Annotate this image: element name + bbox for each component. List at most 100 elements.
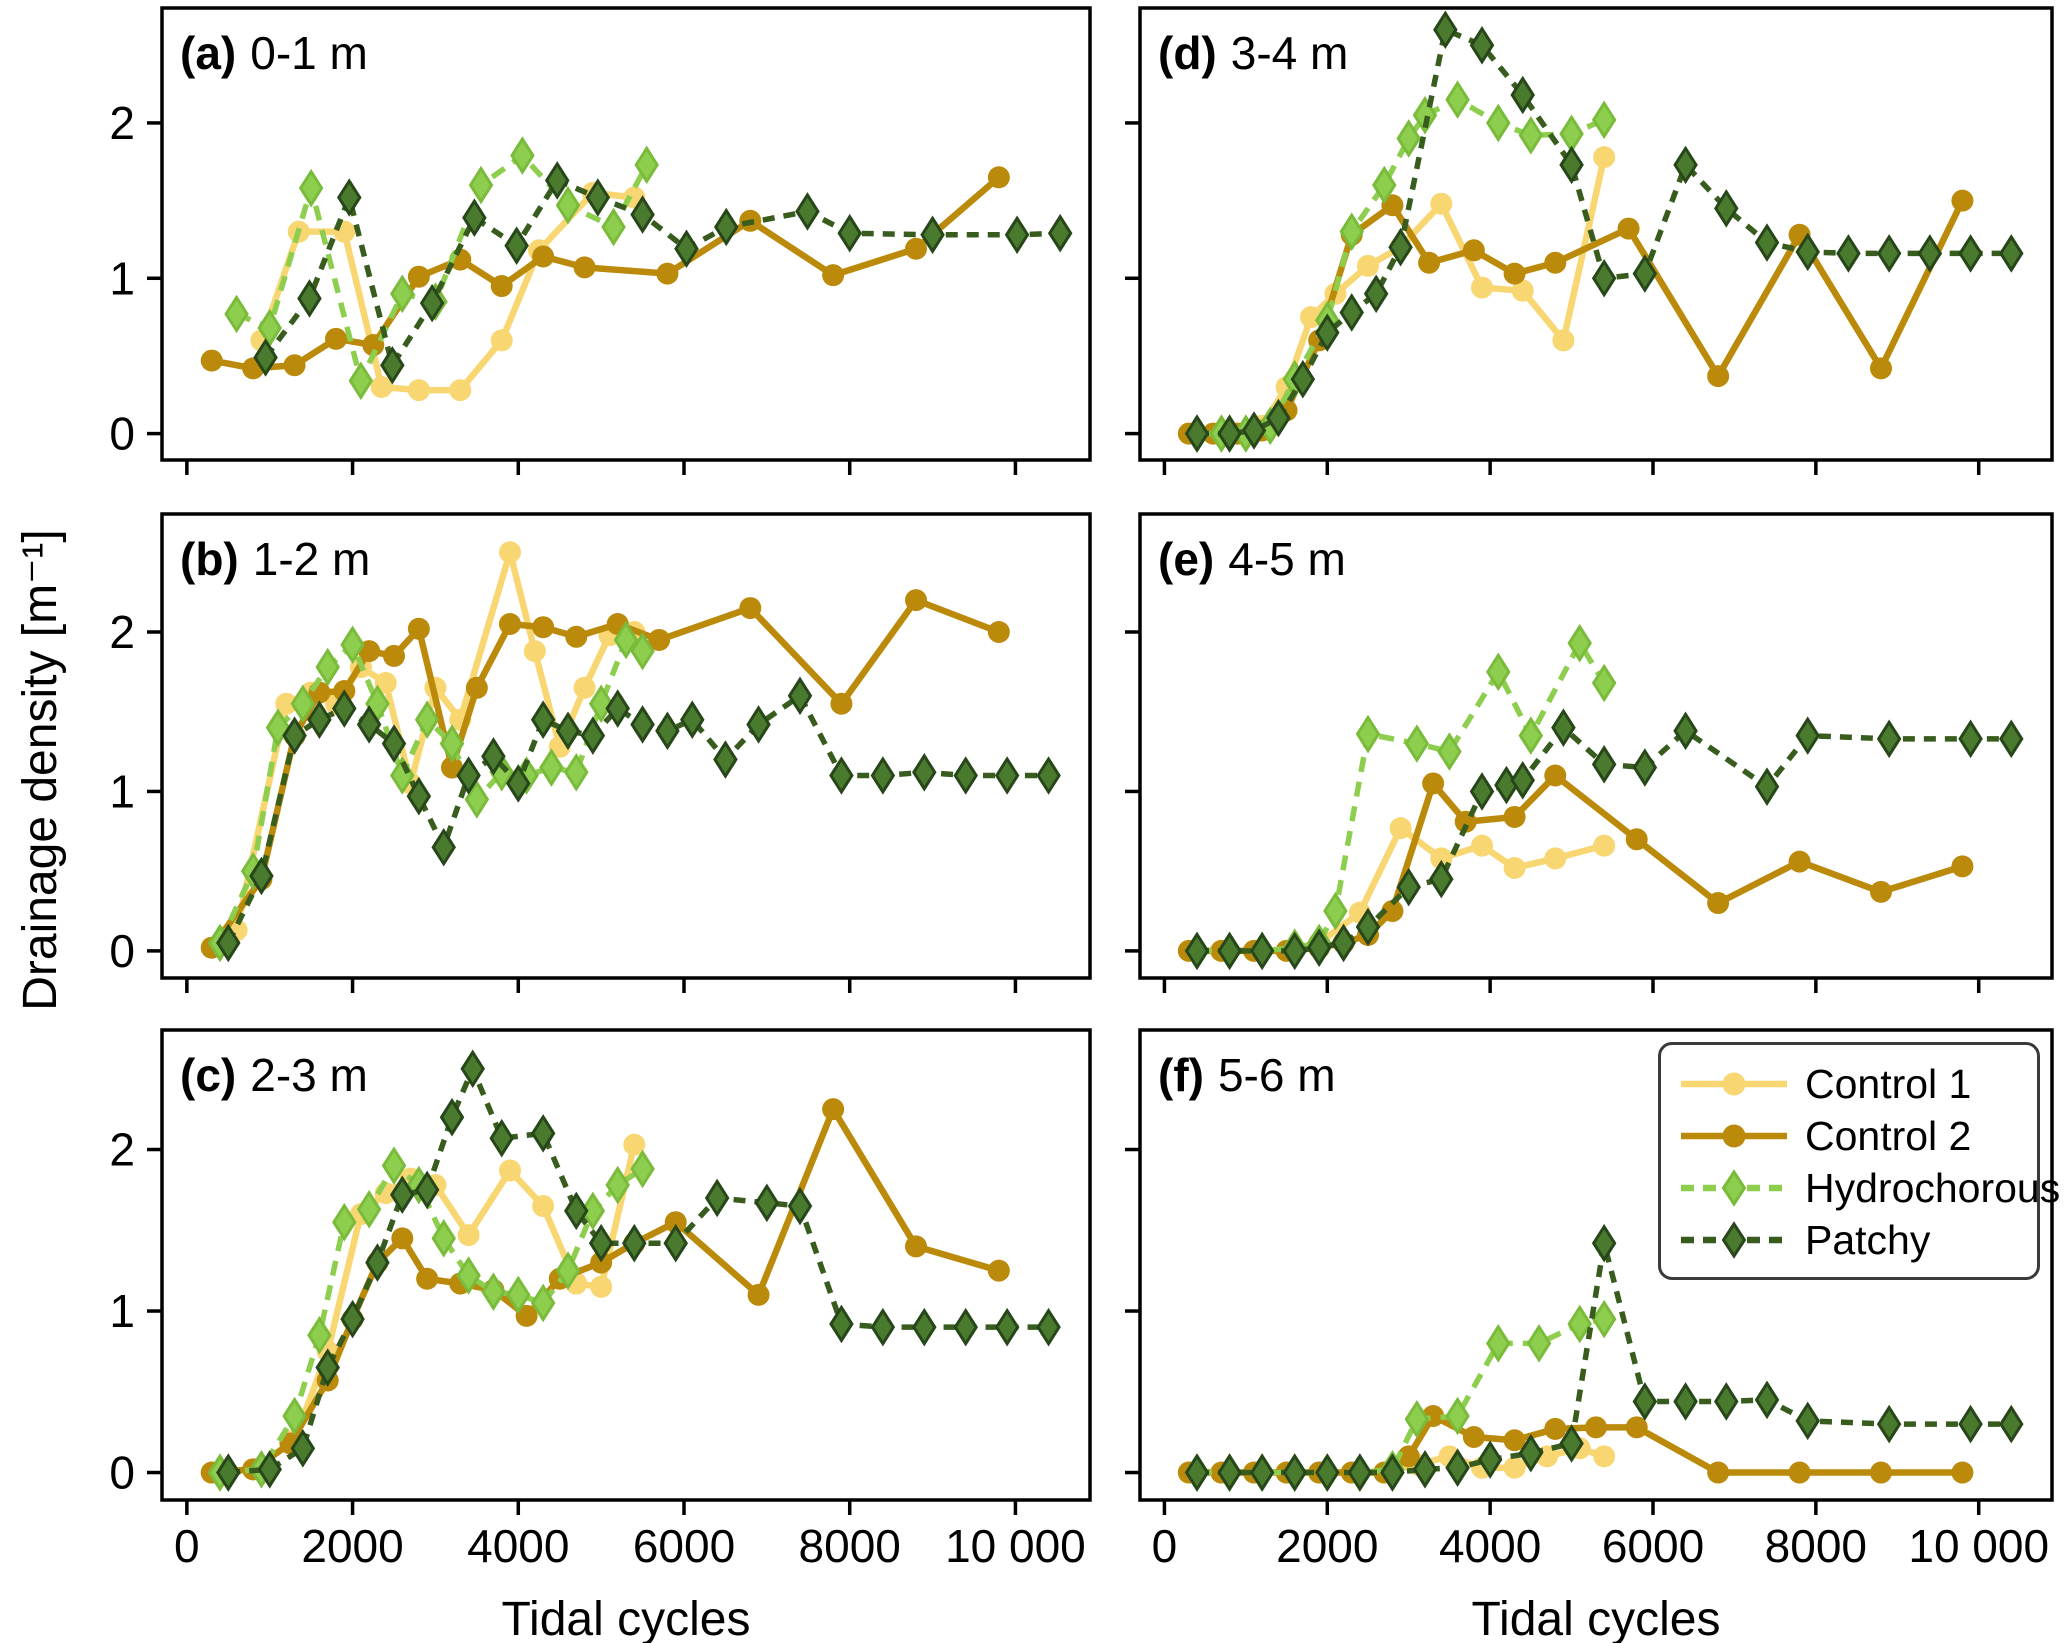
data-point-control2 bbox=[1503, 262, 1526, 285]
data-point-patchy bbox=[713, 740, 738, 779]
series-patchy bbox=[1184, 708, 2024, 971]
data-point-control2 bbox=[1870, 1461, 1892, 1484]
data-point-hydrochorous bbox=[348, 361, 374, 401]
data-point-hydrochorous bbox=[539, 748, 564, 787]
data-point-patchy bbox=[1876, 719, 1902, 759]
data-point-patchy bbox=[1958, 234, 1983, 273]
data-point-control2 bbox=[383, 644, 405, 667]
data-point-patchy bbox=[544, 161, 570, 200]
data-point-control2 bbox=[905, 1235, 927, 1258]
data-point-control2 bbox=[490, 275, 513, 298]
legend-item-hydrochorous: Hydrochorous bbox=[1679, 1165, 2060, 1211]
data-point-patchy bbox=[462, 198, 487, 237]
data-point-hydrochorous bbox=[1567, 623, 1592, 663]
data-point-patchy bbox=[1673, 1382, 1698, 1421]
data-point-patchy bbox=[1795, 1401, 1820, 1441]
panel-e-band: 4-5 m bbox=[1228, 533, 1346, 585]
data-point-control2 bbox=[987, 1259, 1010, 1282]
data-point-control1 bbox=[1430, 192, 1453, 215]
data-point-patchy bbox=[481, 737, 506, 776]
data-point-patchy bbox=[787, 1186, 813, 1226]
panel-d-title: (d) 3-4 m bbox=[1158, 28, 1348, 79]
legend-sample-control2-icon bbox=[1681, 1124, 1787, 1148]
data-point-control2 bbox=[465, 676, 488, 699]
panel-f-band: 5-6 m bbox=[1217, 1049, 1336, 1101]
data-point-patchy bbox=[249, 856, 274, 896]
data-point-patchy bbox=[1754, 1380, 1780, 1420]
data-point-control1 bbox=[1389, 817, 1412, 840]
panel-frame bbox=[1138, 512, 2054, 980]
x-tick-label: 2000 bbox=[1276, 1520, 1378, 1572]
data-point-control1 bbox=[1544, 847, 1567, 870]
data-point-patchy bbox=[829, 756, 854, 795]
data-point-control2 bbox=[987, 166, 1010, 189]
data-point-patchy bbox=[953, 756, 978, 795]
panel-d-band: 3-4 m bbox=[1230, 27, 1349, 79]
data-point-control2 bbox=[416, 1267, 439, 1290]
data-point-patchy bbox=[870, 756, 896, 795]
panel-b: 0 1 2 (b) 1-2 m bbox=[109, 512, 1092, 993]
data-point-hydrochorous bbox=[431, 1219, 456, 1258]
data-point-hydrochorous bbox=[613, 620, 639, 660]
data-point-patchy bbox=[1282, 931, 1307, 971]
data-point-hydrochorous bbox=[381, 1146, 407, 1185]
legend-label-patchy: Patchy bbox=[1805, 1216, 1931, 1263]
data-point-patchy bbox=[332, 689, 357, 728]
x-tick-label: 8000 bbox=[799, 1520, 901, 1572]
data-point-control1 bbox=[370, 375, 393, 398]
data-point-patchy bbox=[456, 756, 481, 795]
data-point-hydrochorous bbox=[630, 1149, 655, 1189]
data-point-hydrochorous bbox=[481, 1272, 506, 1311]
y-tick-label: 2 bbox=[109, 606, 135, 658]
data-point-patchy bbox=[1999, 1404, 2024, 1444]
data-point-control1 bbox=[1471, 276, 1493, 299]
data-point-patchy bbox=[381, 724, 407, 763]
data-point-patchy bbox=[704, 1178, 730, 1218]
data-point-hydrochorous bbox=[1396, 119, 1421, 158]
data-point-patchy bbox=[1591, 745, 1617, 784]
data-point-patchy bbox=[390, 1175, 415, 1215]
x-tick-label: 0 bbox=[174, 1520, 200, 1572]
data-point-hydrochorous bbox=[1437, 732, 1462, 771]
data-point-control1 bbox=[1552, 329, 1575, 352]
data-point-patchy bbox=[1917, 234, 1943, 273]
data-point-patchy bbox=[912, 753, 937, 792]
data-point-patchy bbox=[564, 1191, 589, 1231]
data-point-patchy bbox=[1714, 189, 1739, 228]
data-point-control1 bbox=[573, 676, 596, 699]
legend-sample-hydrochorous-icon bbox=[1681, 1169, 1787, 1207]
data-point-patchy bbox=[1754, 223, 1780, 262]
panel-a-canvas: 0 1 2 bbox=[109, 6, 1092, 475]
data-point-patchy bbox=[1999, 234, 2024, 273]
series-control2 bbox=[200, 166, 1010, 380]
data-point-hydrochorous bbox=[1591, 1299, 1617, 1339]
data-point-control2 bbox=[1381, 900, 1404, 923]
x-tick-label: 10 000 bbox=[945, 1520, 1086, 1572]
data-point-hydrochorous bbox=[1591, 100, 1617, 140]
data-point-control2 bbox=[1707, 1461, 1730, 1484]
data-point-hydrochorous bbox=[298, 168, 324, 208]
data-point-patchy bbox=[257, 1450, 282, 1489]
data-point-patchy bbox=[290, 1429, 316, 1468]
data-point-patchy bbox=[460, 1049, 485, 1089]
data-point-control2 bbox=[822, 264, 845, 287]
series-control1 bbox=[1177, 146, 1616, 445]
data-point-hydrochorous bbox=[1486, 1324, 1511, 1363]
panel-d-canvas bbox=[1125, 6, 2054, 475]
data-point-control2 bbox=[407, 265, 430, 288]
data-point-control1 bbox=[532, 1195, 555, 1218]
data-point-control2 bbox=[1617, 217, 1640, 240]
data-point-control2 bbox=[1707, 365, 1730, 388]
data-point-patchy bbox=[1477, 1440, 1503, 1479]
data-point-hydrochorous bbox=[282, 1396, 307, 1436]
data-point-patchy bbox=[1632, 748, 1658, 787]
data-point-control2 bbox=[515, 1304, 538, 1327]
data-point-patchy bbox=[1355, 907, 1381, 947]
data-point-patchy bbox=[674, 229, 699, 269]
data-point-hydrochorous bbox=[530, 1283, 556, 1323]
y-tick-label: 2 bbox=[109, 1124, 135, 1176]
data-point-patchy bbox=[585, 178, 611, 217]
data-point-hydrochorous bbox=[290, 684, 316, 724]
y-axis-label: Drainage density [m⁻¹] bbox=[14, 529, 67, 1011]
data-point-hydrochorous bbox=[601, 207, 626, 247]
